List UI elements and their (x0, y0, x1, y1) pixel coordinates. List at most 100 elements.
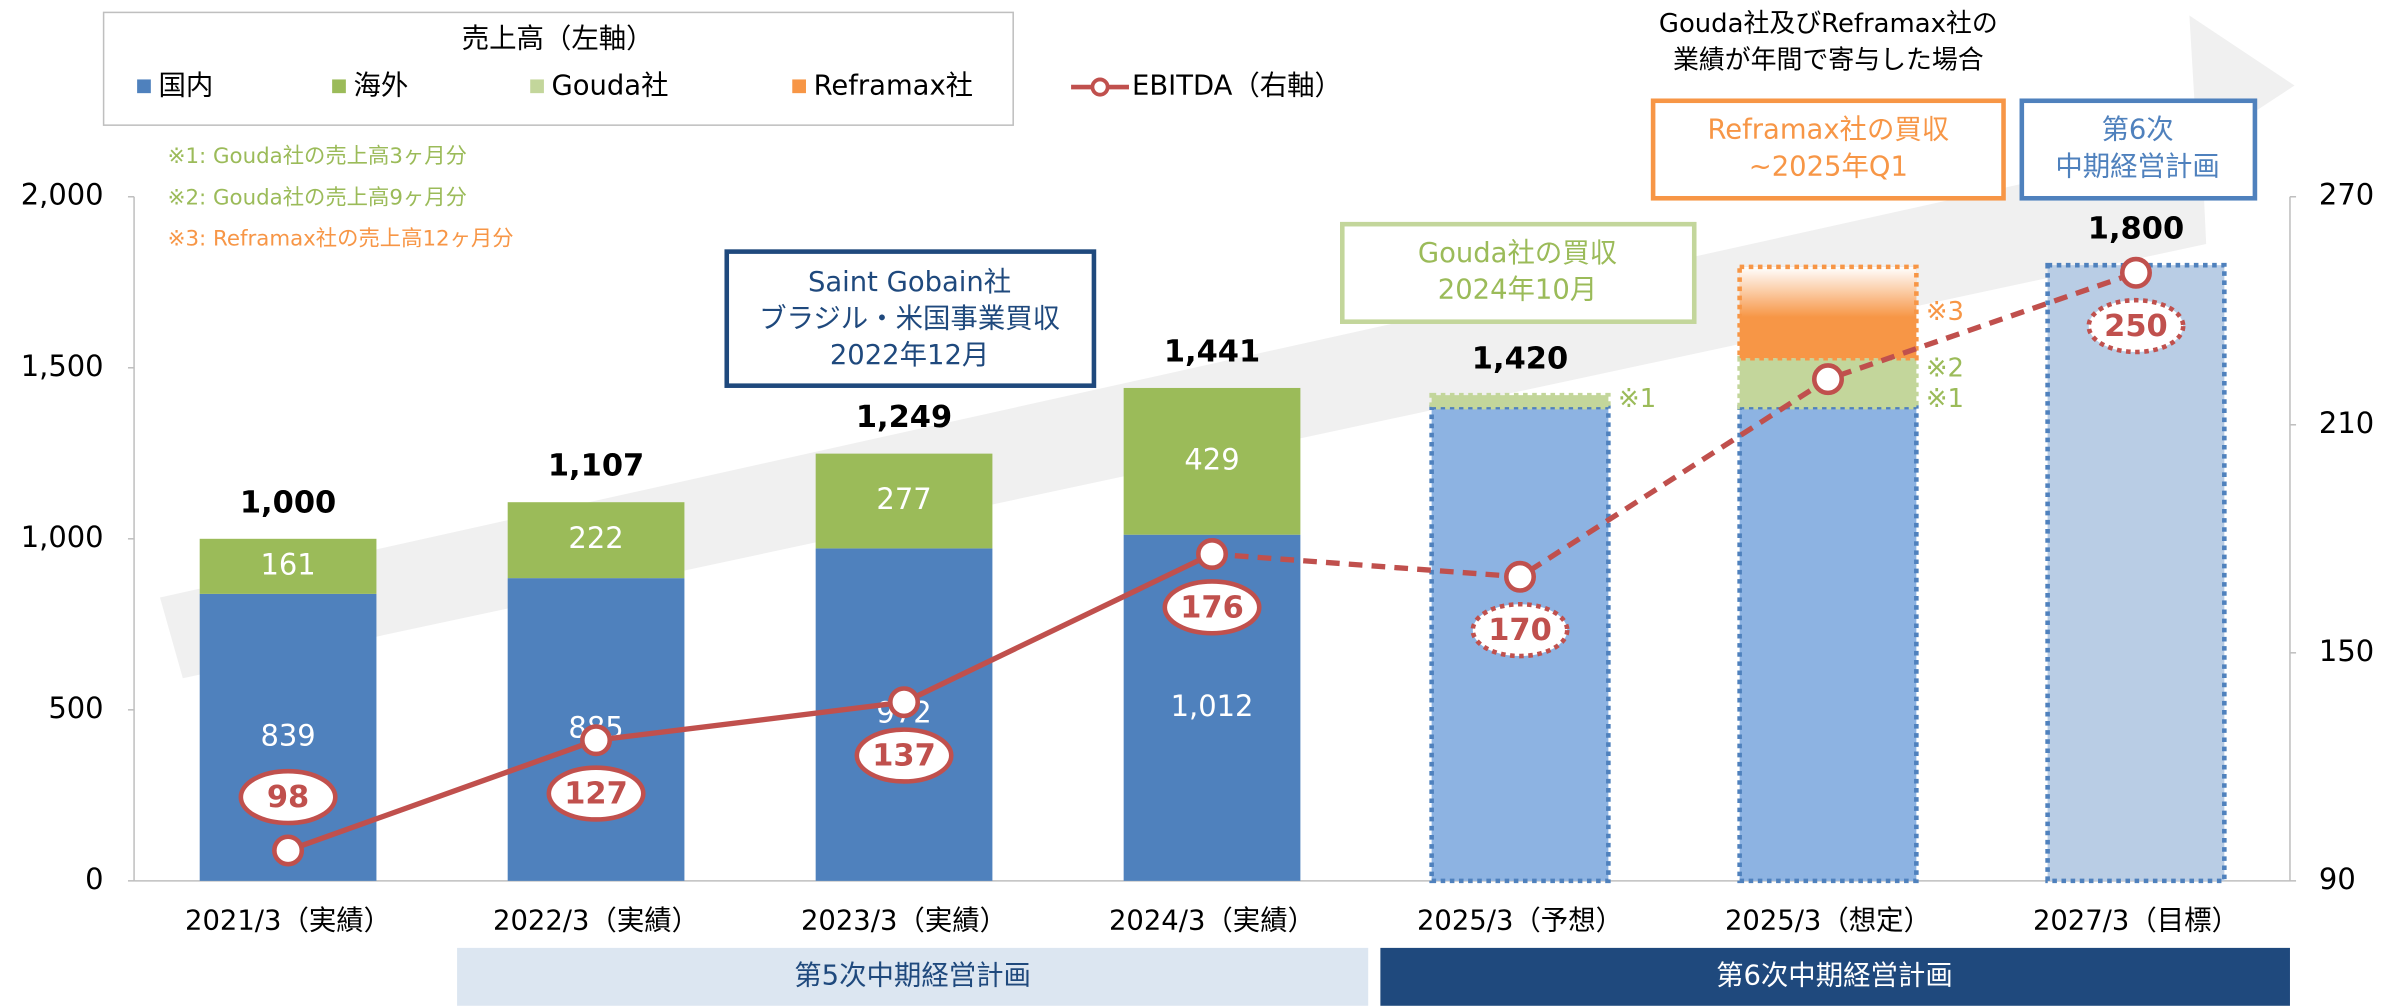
bar-outline (1429, 404, 1611, 884)
label-bubble (2086, 297, 2186, 355)
total-label: 1,420 (1472, 342, 1568, 377)
line-marker (888, 686, 921, 719)
value-label: 1,012 (1171, 689, 1254, 723)
legend-marker (1090, 77, 1110, 97)
total-label: 1,107 (548, 449, 644, 484)
annotation-box (2019, 98, 2258, 201)
annotation: Reframax社の買収 (1707, 115, 1949, 146)
label-bubble (854, 727, 954, 784)
line-value-label: 137 (872, 739, 936, 774)
period-band (457, 947, 1369, 1006)
legend-swatch (137, 79, 151, 94)
bar-segment (815, 453, 993, 549)
line-marker (580, 724, 613, 757)
legend: 国内 海外 Gouda社 Reframax社 EBITDA（右軸） (137, 71, 1342, 102)
x-tick-label: 2023/3（実績） (801, 905, 1007, 936)
line-series (1211, 270, 2137, 580)
line-marker (1811, 363, 1844, 396)
legend-swatch (530, 79, 544, 94)
bar-outline (2045, 262, 2227, 884)
line-value-label: 250 (2104, 309, 2168, 344)
annotation: 業績が年間で寄与した場合 (1673, 46, 1984, 76)
y-tick-label: 1,000 (21, 520, 104, 554)
label-bubble (546, 765, 646, 822)
line-value-label: 98 (267, 780, 309, 815)
side-mark: ※2 (1926, 353, 1964, 383)
period-band (1380, 947, 2290, 1006)
annotation: ~2025年Q1 (1749, 151, 1908, 182)
annotation: 第6次 (2101, 115, 2173, 146)
bar-fade (1739, 266, 1917, 359)
value-label: 222 (568, 521, 623, 555)
label-bubble (238, 768, 338, 826)
bar-segment (1739, 407, 1917, 881)
annotation: 中期経営計画 (2055, 151, 2219, 182)
note: ※3: Reframax社の売上高12ヶ月分 (168, 226, 514, 251)
legend-label: 国内 (158, 71, 213, 102)
y2-tick-label: 150 (2319, 634, 2374, 668)
label-bubble (1470, 601, 1570, 659)
annotation-box (724, 249, 1097, 388)
line-value-label: 176 (1180, 590, 1244, 625)
value-label: 161 (260, 547, 315, 581)
y-tick-label: 500 (48, 691, 103, 725)
side-mark: ※3 (1926, 297, 1964, 327)
line-value-label: 170 (1488, 613, 1552, 648)
annotation: 2022年12月 (830, 340, 989, 371)
line-marker (272, 834, 305, 867)
y-tick-label: 1,500 (21, 349, 104, 383)
legend-box (102, 11, 1014, 126)
annotation-box (1650, 98, 2006, 201)
bar-segment (507, 502, 685, 579)
total-label: 1,800 (2088, 212, 2184, 247)
value-label: 277 (876, 482, 931, 516)
y-tick-label: 0 (85, 862, 103, 896)
annotation: Gouda社の買収 (1418, 238, 1617, 269)
legend-label: 海外 (353, 71, 408, 102)
y2-tick-label: 270 (2319, 178, 2374, 212)
period-label: 第5次中期経営計画 (794, 960, 1031, 991)
y-tick-label: 2,000 (21, 178, 104, 212)
value-label: 839 (260, 718, 315, 752)
legend-label: Reframax社 (814, 71, 974, 102)
side-mark: ※1 (1618, 384, 1656, 414)
bar-outline (1429, 392, 1611, 410)
bar-segment (199, 593, 377, 881)
x-tick-label: 2025/3（想定） (1725, 905, 1931, 936)
bar-segment (1123, 387, 1301, 535)
x-tick-label: 2024/3（実績） (1109, 905, 1315, 936)
bar-outline (1737, 404, 1919, 884)
background-arrow (159, 15, 2295, 679)
total-label: 1,000 (240, 485, 336, 520)
x-tick-label: 2025/3（予想） (1417, 905, 1623, 936)
line-marker (1504, 560, 1537, 593)
line-value-label: 127 (564, 777, 628, 812)
bar-segment (2047, 265, 2225, 881)
x-tick-label: 2021/3（実績） (185, 905, 391, 936)
legend-label: EBITDA（右軸） (1132, 71, 1342, 102)
period-label: 第6次中期経営計画 (1716, 960, 1953, 991)
annotation: ブラジル・米国事業買収 (759, 304, 1060, 335)
x-tick-label: 2027/3（目標） (2033, 905, 2239, 936)
note: ※2: Gouda社の売上高9ヶ月分 (168, 185, 467, 210)
annotation: Saint Gobain社 (808, 267, 1011, 298)
label-bubble (1162, 579, 1262, 636)
legend-swatch (332, 79, 346, 94)
annotation: 2024年10月 (1438, 275, 1597, 306)
bar-outline (1737, 264, 1919, 361)
bar-segment (199, 538, 377, 594)
annotation-box (1340, 221, 1697, 324)
legend-label: Gouda社 (552, 71, 669, 102)
y2-tick-label: 210 (2319, 406, 2374, 440)
total-label: 1,249 (856, 400, 952, 435)
legend-swatch (792, 79, 806, 94)
total-label: 1,441 (1164, 334, 1260, 369)
y2-tick-label: 90 (2319, 862, 2356, 896)
side-mark: ※1 (1926, 384, 1964, 414)
note: ※1: Gouda社の売上高3ヶ月分 (168, 144, 467, 169)
x-tick-label: 2022/3（実績） (493, 905, 699, 936)
bar-segment (1431, 395, 1609, 408)
legend-title: 売上高（左軸） (462, 23, 654, 54)
bar-outline (1737, 355, 1919, 410)
